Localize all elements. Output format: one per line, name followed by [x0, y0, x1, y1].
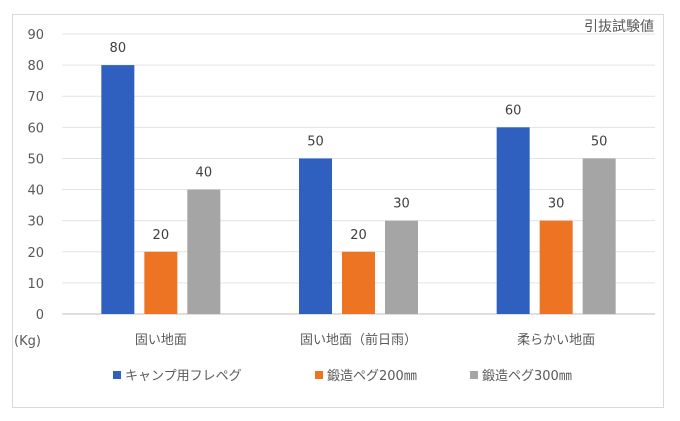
- chart-frame: [12, 14, 664, 408]
- data-label: 50: [591, 134, 608, 149]
- legend-label: キャンプ用フレペグ: [125, 369, 242, 384]
- bar: [496, 127, 530, 314]
- data-label: 40: [196, 166, 213, 181]
- legend-swatch: [315, 371, 323, 379]
- x-category-label: 柔らかい地面: [517, 333, 595, 348]
- y-tick-label: 60: [27, 121, 44, 136]
- legend-swatch: [470, 371, 478, 379]
- data-label: 60: [505, 103, 522, 118]
- data-label: 80: [110, 41, 127, 56]
- bar: [144, 251, 178, 314]
- data-label: 20: [153, 228, 170, 243]
- y-tick-label: 0: [36, 308, 44, 323]
- bar: [539, 220, 573, 314]
- data-label: 20: [350, 228, 367, 243]
- legend-label: 鍛造ペグ200㎜: [327, 369, 417, 384]
- y-tick-label: 70: [27, 90, 44, 105]
- y-tick-label: 80: [27, 59, 44, 74]
- data-label: 30: [548, 197, 565, 212]
- data-label: 50: [307, 134, 324, 149]
- legend-swatch: [113, 371, 121, 379]
- x-category-label: 固い地面（前日雨）: [300, 332, 417, 348]
- y-tick-label: 10: [27, 277, 44, 292]
- y-tick-label: 20: [27, 246, 44, 261]
- chart-title: 引抜試験値: [584, 19, 654, 35]
- bar: [101, 65, 135, 314]
- bar: [187, 189, 221, 314]
- data-label: 30: [393, 197, 410, 212]
- y-tick-label: 50: [27, 152, 44, 167]
- legend-label: 鍛造ペグ300㎜: [482, 369, 572, 384]
- bar: [299, 158, 332, 314]
- bar: [342, 251, 375, 314]
- bar: [385, 220, 418, 314]
- y-tick-label: 90: [27, 28, 44, 43]
- bar: [582, 158, 616, 314]
- y-axis-label: (Kg): [14, 334, 41, 349]
- y-tick-label: 40: [27, 184, 44, 199]
- y-tick-label: 30: [27, 215, 44, 230]
- x-category-label: 固い地面: [135, 333, 187, 348]
